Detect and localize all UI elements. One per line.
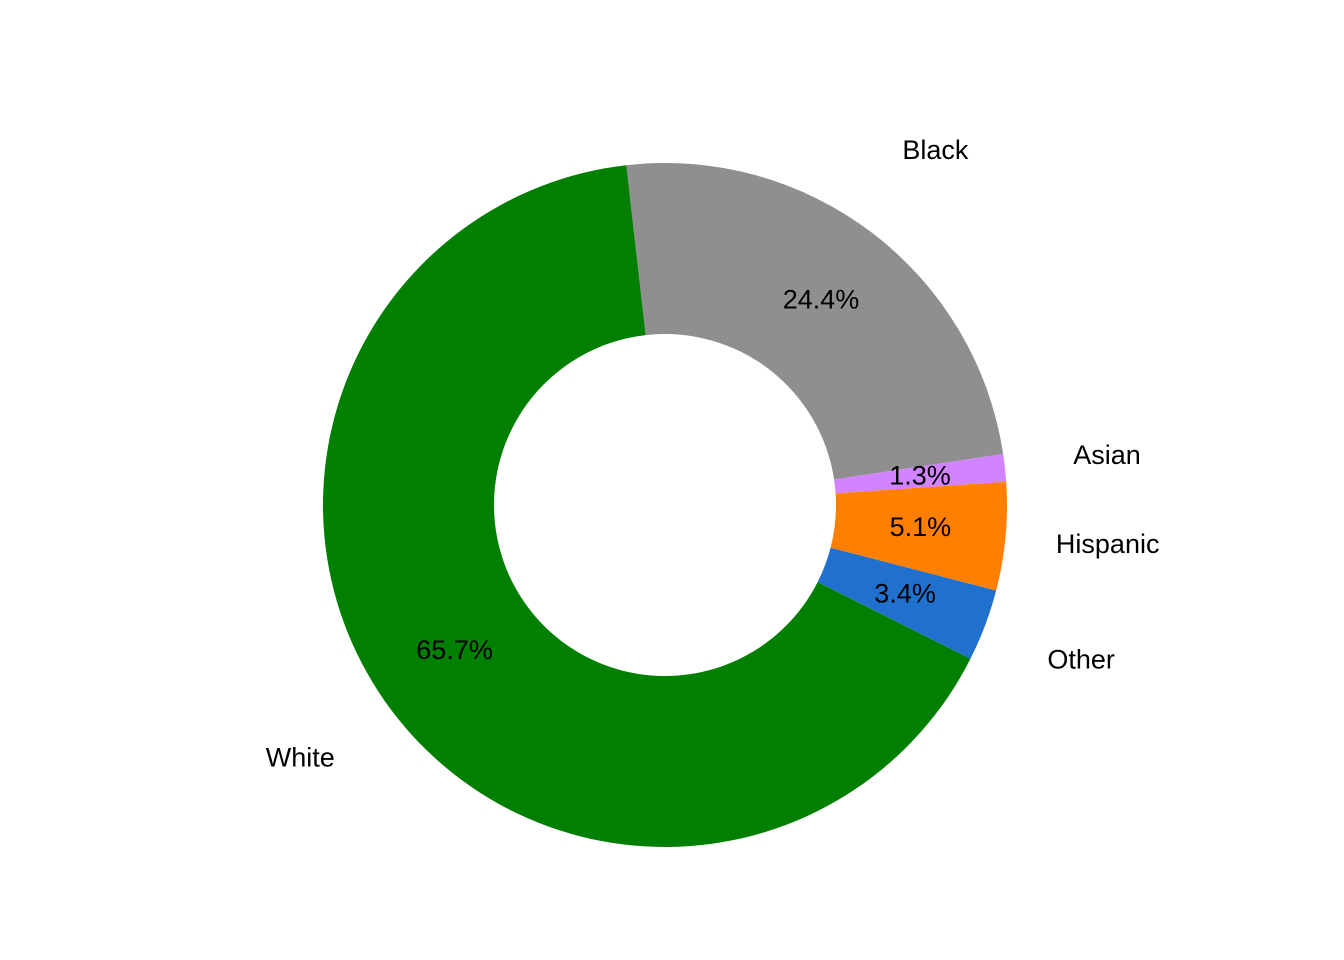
donut-slice	[830, 481, 1008, 591]
category-label: Black	[902, 135, 969, 165]
category-label: White	[266, 742, 335, 772]
category-label: Other	[1047, 645, 1115, 675]
category-label: Asian	[1073, 440, 1141, 470]
value-label: 3.4%	[874, 578, 936, 608]
category-label: Hispanic	[1056, 529, 1160, 559]
donut-slice	[323, 165, 971, 848]
value-label: 24.4%	[783, 285, 860, 315]
donut-slice	[626, 163, 1004, 480]
value-label: 5.1%	[890, 512, 952, 542]
donut-slice	[817, 547, 997, 659]
value-label: 1.3%	[889, 460, 951, 490]
value-label: 65.7%	[416, 635, 493, 665]
donut-slice	[834, 454, 1007, 494]
